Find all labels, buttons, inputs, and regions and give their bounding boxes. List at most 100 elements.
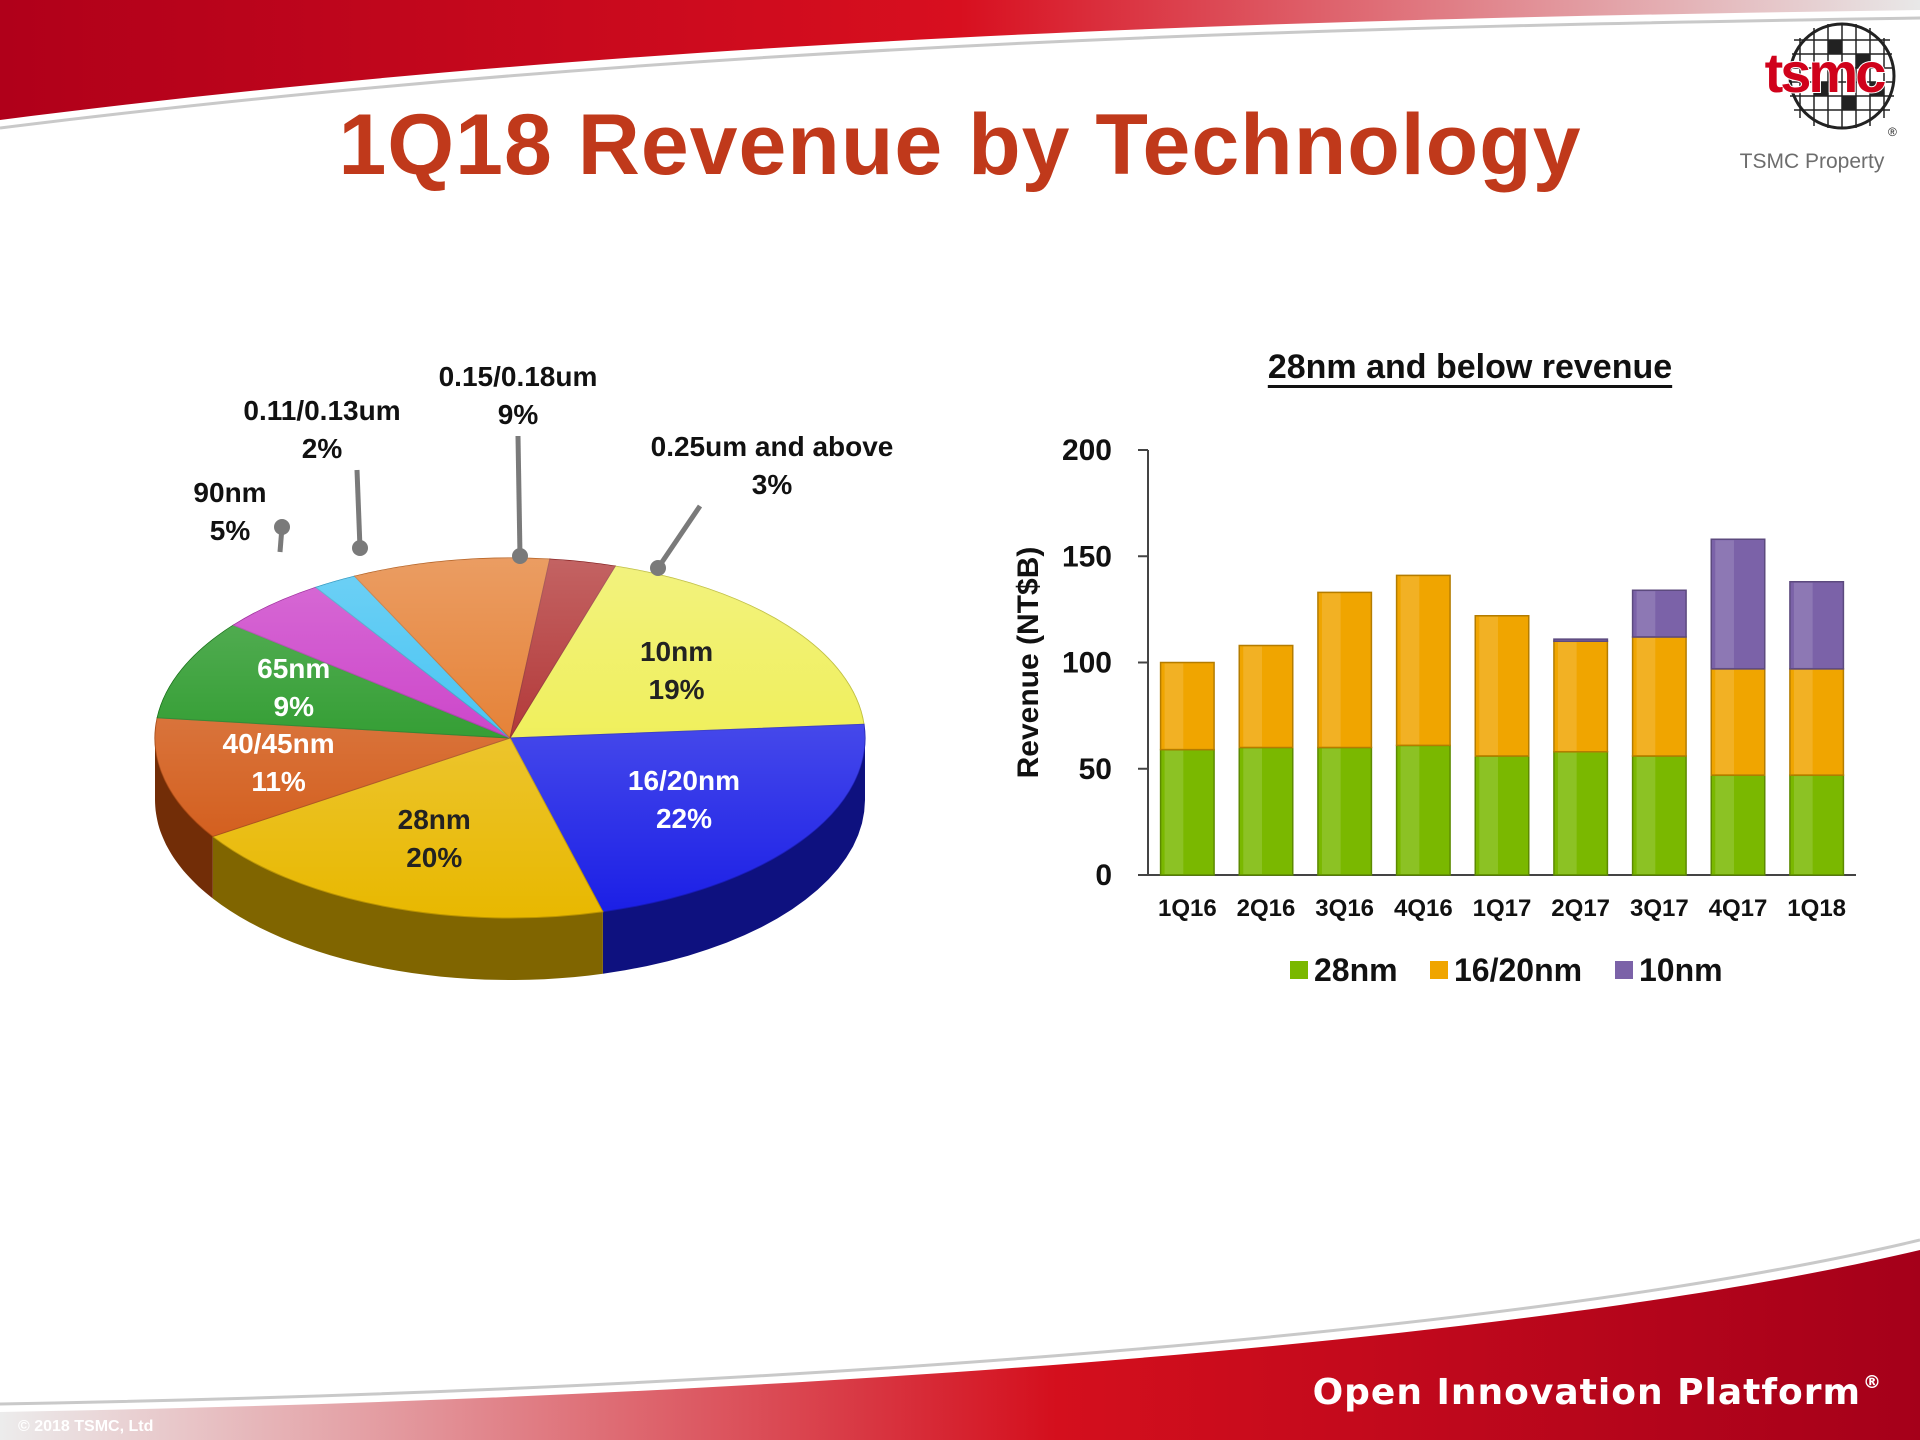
bar-highlight xyxy=(1715,776,1734,874)
bar-highlight xyxy=(1164,663,1184,749)
pie-leader-dot-90nm xyxy=(274,519,290,535)
bar-highlight xyxy=(1243,646,1262,747)
pie-label-name: 10nm xyxy=(639,635,714,667)
bar-28nm-3q17 xyxy=(1631,755,1687,876)
pie-leader-dot-0-25um-and-above xyxy=(650,560,666,576)
footer-swoosh xyxy=(0,1250,1920,1440)
pie-leader-dot-0-11-0-13um xyxy=(352,540,368,556)
bar-highlight xyxy=(1715,669,1734,775)
bar-28nm-2q17 xyxy=(1553,751,1609,876)
bar-highlight xyxy=(1793,776,1813,874)
bar-highlight xyxy=(1636,638,1656,755)
bar-28nm-4q16 xyxy=(1395,744,1451,876)
x-tick-label: 2Q17 xyxy=(1551,895,1610,922)
footer-brand-text: Open Innovation Platform xyxy=(1312,1372,1861,1413)
bar-highlight xyxy=(1164,750,1184,874)
bar-28nm-4q17 xyxy=(1710,774,1766,876)
pie-label-name: 65nm xyxy=(257,653,331,685)
pie-label-0-15-0-18um: 0.15/0.18um 9% xyxy=(439,358,598,434)
pie-label-value: 11% xyxy=(251,765,306,797)
pie-label-name: 0.25um and above xyxy=(650,431,894,462)
pie-label-name: 0.15/0.18um xyxy=(438,361,598,392)
pie-leader-0-11-0-13um xyxy=(354,469,363,549)
pie-label-40-45nm: 40/45nm 11% xyxy=(223,725,335,801)
bar-highlight xyxy=(1557,752,1577,874)
pie-label-value: 9% xyxy=(273,691,314,723)
registered-mark: ® xyxy=(1888,125,1897,139)
pie-label-90nm: 90nm 5% xyxy=(193,474,266,550)
bar-10nm-2q17 xyxy=(1553,638,1609,642)
bar-highlight xyxy=(1557,642,1577,751)
pie-label-value: 20% xyxy=(406,841,463,873)
bar-16-20nm-2q16 xyxy=(1238,644,1294,749)
pie-leader-dot-0-15-0-18um xyxy=(512,548,528,564)
pie-shine xyxy=(155,558,865,918)
bar-16-20nm-3q16 xyxy=(1317,591,1373,749)
footer-swoosh-line xyxy=(0,1238,1920,1406)
legend-label-28nm: 28nm xyxy=(1314,952,1398,988)
x-tick-label: 2Q16 xyxy=(1237,895,1296,922)
pie-label-name: 40/45nm xyxy=(222,727,335,759)
bar-28nm-1q18 xyxy=(1789,774,1845,876)
pie-label-value: 5% xyxy=(209,515,251,546)
header-swoosh-line xyxy=(0,16,1920,130)
header-swoosh xyxy=(0,0,1920,120)
slide-title: 1Q18 Revenue by Technology xyxy=(338,97,1582,193)
legend-label-16-20nm: 16/20nm xyxy=(1454,952,1582,988)
wafer-grid-icon xyxy=(1788,22,1896,130)
pie-label-value: 2% xyxy=(301,433,343,464)
legend-swatch-10nm xyxy=(1615,961,1633,979)
pie-label-10nm: 10nm 19% xyxy=(640,633,713,709)
x-tick-label: 1Q18 xyxy=(1787,895,1846,922)
pie-label-name: 90nm xyxy=(193,477,267,508)
bar-highlight xyxy=(1636,591,1656,636)
pie-label-16-20nm: 16/20nm 22% xyxy=(628,762,740,838)
pie-label-value: 19% xyxy=(648,673,705,705)
x-tick-label: 3Q17 xyxy=(1630,895,1689,922)
pie-leader-0-15-0-18um xyxy=(515,435,523,557)
y-tick-label: 200 xyxy=(1062,434,1112,467)
legend-swatch-28nm xyxy=(1290,961,1308,979)
pie-side-16-20nm xyxy=(602,738,865,974)
technology-pie-chart xyxy=(154,435,866,980)
bar-highlight xyxy=(1479,757,1498,874)
bar-10nm-1q18 xyxy=(1789,581,1845,670)
tsmc-logo: tsmc ® xyxy=(1738,18,1900,150)
bar-28nm-1q17 xyxy=(1474,755,1530,876)
bar-16-20nm-4q17 xyxy=(1710,668,1766,776)
bar-highlight xyxy=(1793,582,1813,668)
property-note: TSMC Property xyxy=(1739,150,1885,173)
bar-highlight xyxy=(1400,746,1420,874)
y-axis-label: Revenue (NT$B) xyxy=(1012,547,1045,779)
bar-highlight xyxy=(1321,593,1341,747)
bar-highlight xyxy=(1715,540,1734,668)
bar-highlight xyxy=(1400,576,1420,745)
pie-label-name: 16/20nm xyxy=(627,765,741,797)
pie-label-value: 3% xyxy=(751,469,793,500)
footer-brand-mark: ® xyxy=(1863,1372,1882,1393)
x-tick-label: 1Q17 xyxy=(1473,895,1532,922)
x-tick-label: 3Q16 xyxy=(1315,895,1374,922)
y-tick-label: 150 xyxy=(1062,540,1112,573)
pie-label-65nm: 65nm 9% xyxy=(257,650,330,726)
y-tick-label: 0 xyxy=(1095,859,1112,892)
bar-28nm-3q16 xyxy=(1317,746,1373,876)
bar-28nm-2q16 xyxy=(1238,746,1294,876)
bar-10nm-3q17 xyxy=(1631,589,1687,638)
pie-label-0-25um-and-above: 0.25um and above 3% xyxy=(651,428,894,504)
copyright-notice: © 2018 TSMC, Ltd xyxy=(18,1418,154,1435)
footer-brand: Open Innovation Platform ® xyxy=(1313,1372,1882,1413)
bar-highlight xyxy=(1636,757,1656,874)
bar-16-20nm-1q18 xyxy=(1789,668,1845,776)
y-tick-label: 100 xyxy=(1062,647,1112,680)
x-tick-label: 4Q16 xyxy=(1394,895,1453,922)
pie-leader-0-25um-and-above xyxy=(655,504,703,570)
pie-label-0-11-0-13um: 0.11/0.13um 2% xyxy=(243,392,400,468)
x-tick-label: 1Q16 xyxy=(1158,895,1217,922)
bar-chart-title: 28nm and below revenue xyxy=(1267,348,1673,386)
bar-16-20nm-1q16 xyxy=(1159,661,1215,751)
bar-10nm-4q17 xyxy=(1710,538,1766,670)
legend-swatch-16-20nm xyxy=(1430,961,1448,979)
pie-label-28nm: 28nm 20% xyxy=(398,801,471,877)
